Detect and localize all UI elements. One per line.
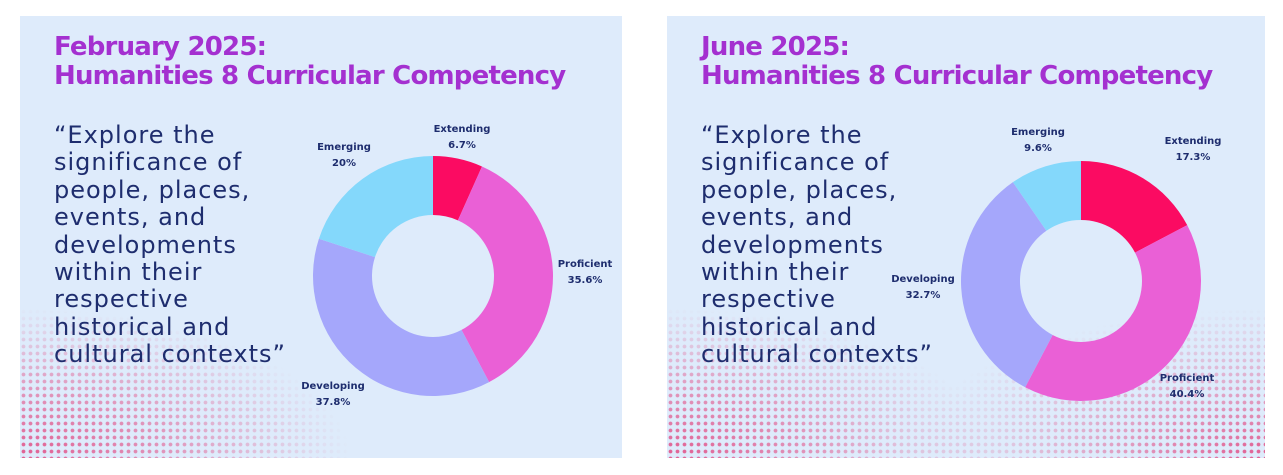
- slice-value-emerging: 9.6%: [1024, 143, 1052, 154]
- donut-chart-february: Extending 6.7% Proficient 35.6% Developing 37…: [301, 124, 613, 408]
- slice-value-proficient: 35.6%: [568, 275, 603, 286]
- slice-label-developing: Developing: [891, 274, 955, 285]
- chart-panel-february: February 2025: Humanities 8 Curricular C…: [20, 16, 622, 458]
- slice-label-emerging: Emerging: [1011, 127, 1065, 138]
- slice-extending: [1081, 161, 1188, 253]
- slice-value-developing: 32.7%: [906, 290, 941, 301]
- title-line-1: February 2025:: [54, 32, 267, 62]
- title-line-2: Humanities 8 Curricular Competency: [54, 61, 566, 91]
- slice-label-proficient: Proficient: [558, 259, 613, 270]
- competency-quote: “Explore the significance of people, pla…: [701, 121, 933, 369]
- slice-extending: [433, 156, 482, 221]
- slice-label-developing: Developing: [301, 381, 365, 392]
- slice-value-proficient: 40.4%: [1170, 389, 1205, 400]
- slice-value-extending: 17.3%: [1176, 152, 1211, 163]
- donut-chart-june: Extending 17.3% Proficient 40.4% Developing 3…: [891, 127, 1222, 401]
- chart-title: February 2025: Humanities 8 Curricular C…: [54, 32, 566, 91]
- slice-proficient: [457, 166, 554, 383]
- chart-panel-june: June 2025: Humanities 8 Curricular Compe…: [667, 16, 1265, 458]
- slice-label-proficient: Proficient: [1160, 373, 1215, 384]
- slice-value-extending: 6.7%: [448, 140, 476, 151]
- slice-value-developing: 37.8%: [316, 397, 351, 408]
- slice-label-extending: Extending: [434, 124, 491, 135]
- slice-label-extending: Extending: [1165, 136, 1222, 147]
- slice-developing: [961, 182, 1053, 388]
- slice-proficient: [1025, 225, 1201, 401]
- competency-quote: “Explore the significance of people, pla…: [54, 121, 286, 369]
- slice-label-emerging: Emerging: [317, 142, 371, 153]
- slice-emerging: [318, 156, 433, 258]
- slice-developing: [313, 238, 490, 396]
- chart-title: June 2025: Humanities 8 Curricular Compe…: [701, 32, 1213, 91]
- slice-emerging: [1012, 161, 1081, 231]
- title-line-2: Humanities 8 Curricular Competency: [701, 61, 1213, 91]
- slice-value-emerging: 20%: [332, 158, 356, 169]
- title-line-1: June 2025:: [701, 32, 850, 62]
